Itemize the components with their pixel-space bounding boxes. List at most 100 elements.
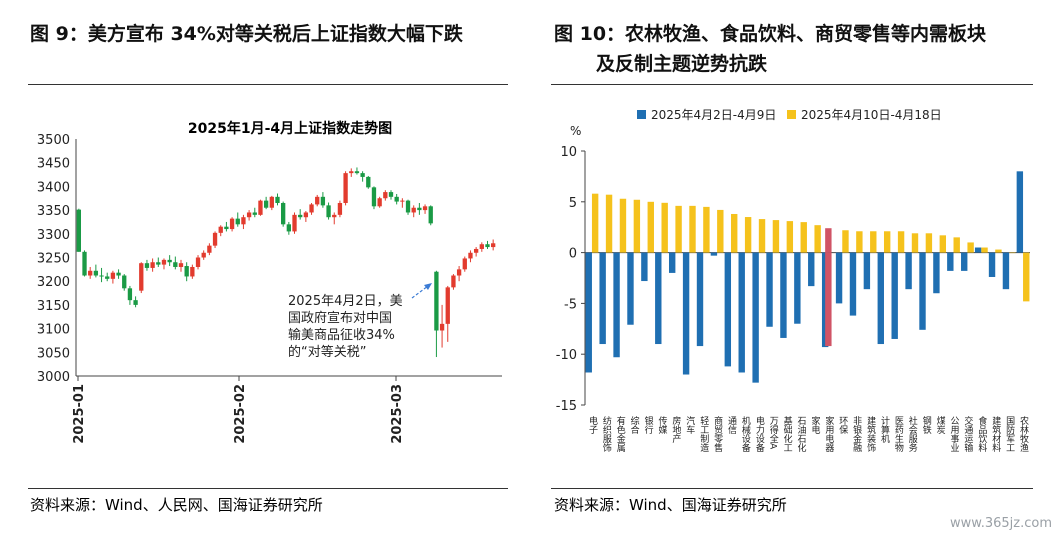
y-tick-label: -10: [556, 348, 577, 363]
y-tick-label: 3050: [37, 346, 70, 361]
bar-series1: [961, 252, 968, 271]
legend-swatch: [787, 110, 796, 119]
candle-body: [201, 252, 206, 258]
candle-body: [150, 262, 155, 268]
x-category-label: 石油石化: [796, 416, 807, 453]
bar-series2: [814, 225, 821, 253]
candle-body: [320, 196, 326, 206]
candle-body: [173, 262, 178, 267]
candle-body: [422, 206, 428, 211]
candle-body: [235, 218, 240, 225]
bar-series2: [786, 221, 794, 253]
bar-series2: [675, 205, 682, 253]
annotation-line: 的“对等关税”: [288, 344, 366, 360]
candle-body: [229, 218, 235, 230]
candle-body: [76, 209, 81, 252]
candle-body: [275, 196, 280, 203]
bar-series2: [939, 235, 947, 253]
y-tick-label: 3150: [37, 299, 70, 314]
candle-body: [184, 266, 189, 277]
bar-series1: [891, 252, 898, 339]
bar-series2: [911, 233, 919, 253]
bar-series2: [744, 217, 752, 253]
candle-body: [139, 263, 144, 291]
candle-body: [82, 251, 87, 276]
bar-highlight-negative: [825, 252, 832, 347]
candle-body: [105, 276, 110, 279]
bar-series1: [682, 252, 690, 375]
y-tick-label: -5: [564, 297, 577, 312]
bar-series1: [696, 252, 704, 347]
candle-body: [462, 258, 467, 270]
candle-body: [144, 263, 150, 268]
y-tick-label: 3250: [37, 252, 70, 267]
legend-swatch: [637, 110, 646, 119]
candle-body: [286, 224, 291, 232]
right-figure-caption-line2: 及反制主题逆势抗跌: [596, 53, 768, 75]
bar-series1: [835, 252, 843, 304]
candle-body: [417, 207, 422, 211]
candle-body: [110, 272, 116, 279]
candle-body: [405, 200, 411, 213]
candle-body: [337, 202, 343, 215]
bar-series2: [647, 201, 654, 253]
bar-series1: [794, 252, 801, 324]
x-category-label: 社会服务: [907, 415, 918, 453]
candle-body: [252, 212, 257, 215]
candle-body: [468, 252, 473, 259]
candle-body: [428, 206, 433, 224]
x-category-label: 通信: [726, 416, 737, 435]
bar-series1: [585, 252, 592, 373]
candle-body: [491, 243, 496, 248]
bar-series2: [591, 193, 599, 253]
bar-series1: [919, 252, 926, 330]
x-category-label: 基础化工: [782, 415, 793, 452]
x-category-label: 电力设备: [754, 415, 765, 452]
candle-body: [167, 259, 172, 263]
y-unit-label: %: [570, 124, 581, 138]
y-tick-label: 0: [569, 247, 577, 262]
x-category-label: 计算机: [879, 415, 890, 444]
bar-series2: [800, 222, 807, 253]
bar-series1: [947, 252, 954, 271]
chart-title: 2025年1月-4月上证指数走势图: [188, 120, 392, 137]
left-source-note: 资料来源：Wind、人民网、国海证券研究所: [30, 496, 323, 514]
bar-series1: [766, 252, 773, 327]
candle-body: [439, 323, 445, 331]
legend-label: 2025年4月2日-4月9日: [651, 108, 776, 122]
candle-body: [116, 272, 121, 276]
x-category-label: 电子: [587, 415, 598, 434]
x-category-label: 农林牧渔: [1018, 415, 1029, 452]
bar-highlight-positive: [825, 228, 832, 253]
candle-body: [349, 171, 354, 174]
x-category-label: 交通运输: [962, 415, 973, 453]
x-category-label: 轻工制造: [698, 415, 709, 453]
candle-body: [122, 275, 127, 289]
bar-series2: [1009, 252, 1016, 254]
x-category-label: 家电: [809, 415, 820, 434]
candle-body: [258, 200, 263, 215]
bar-series1: [988, 252, 996, 277]
y-tick-label: 3500: [37, 133, 70, 148]
candle-body: [224, 226, 229, 230]
annotation-line: 2025年4月2日，美: [288, 294, 403, 309]
bar-series2: [717, 209, 724, 253]
candle-body: [451, 275, 456, 288]
candle-body: [309, 204, 314, 213]
bar-series2: [842, 230, 849, 253]
x-tick-label: 2025-01: [72, 384, 87, 444]
candle-body: [360, 173, 365, 177]
candle-body: [292, 214, 297, 232]
candle-body: [485, 244, 490, 248]
candle-body: [326, 205, 331, 218]
bar-series1: [877, 252, 884, 345]
x-tick-label: 2025-03: [390, 384, 405, 444]
candle-body: [161, 259, 167, 265]
y-tick-label: 3200: [37, 275, 70, 290]
bar-series1: [933, 252, 940, 294]
candle-body: [388, 192, 394, 197]
bar-series1: [710, 252, 718, 256]
annotation-arrow-head: [424, 283, 432, 290]
candle-body: [400, 200, 405, 202]
x-category-label: 万得全A: [768, 416, 779, 450]
